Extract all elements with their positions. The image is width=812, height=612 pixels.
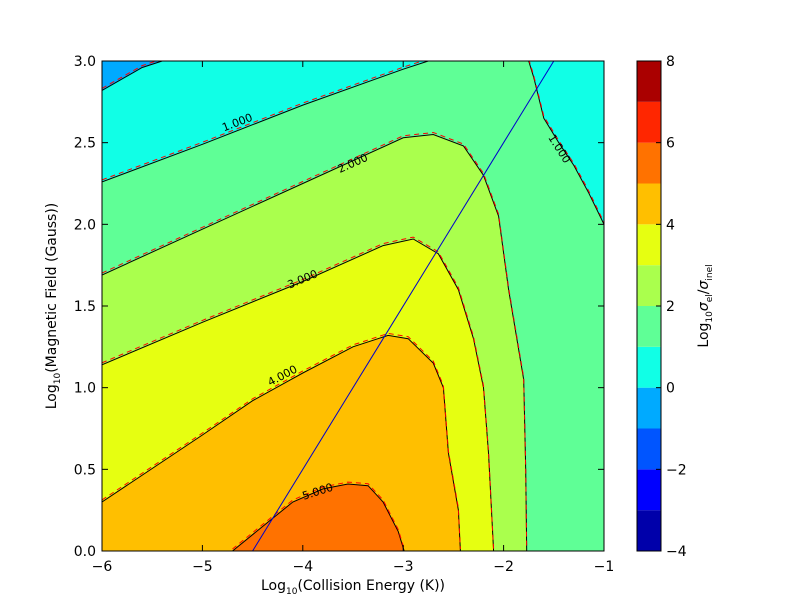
colorbar-band: [637, 387, 661, 429]
diagonal-line-group: [252, 61, 555, 551]
contour-region-level-5-6: [232, 484, 405, 551]
colorbar-tick-label: 2: [666, 299, 675, 315]
colorbar-band: [637, 306, 661, 347]
filled-contour-regions: [102, 61, 604, 551]
diagonal-line: [252, 61, 555, 551]
contour-line-2: [102, 133, 528, 551]
y-axis-label: Log10(Magnetic Field (Gauss)): [44, 203, 63, 410]
y-tick-label: 0.0: [74, 544, 96, 560]
contour-dashed-line-5: [232, 481, 405, 550]
x-axis-label: Log10(Collision Energy (K)): [261, 578, 445, 597]
colorbar-band: [637, 142, 661, 184]
colorbar-band: [637, 101, 661, 143]
colorbar-tick-label: −2: [666, 462, 687, 478]
colorbar-band: [637, 428, 661, 470]
colorbar-tick-label: 8: [666, 54, 675, 70]
colorbar-bands: [637, 61, 661, 551]
contour-dashed-line-1: [528, 61, 604, 223]
contour-dashed-line-3: [102, 236, 495, 550]
y-tick-label: 2.5: [74, 136, 96, 152]
contour-line-6: [102, 61, 163, 91]
colorbar-band: [637, 61, 661, 102]
y-axis-ticks: 0.0 0.5 1.0 1.5 2.0 2.5 3.0: [74, 54, 604, 560]
colorbar-tick-label: 0: [666, 381, 675, 397]
contour-line-0: [102, 61, 429, 183]
y-tick-label: 3.0: [74, 54, 96, 70]
y-tick-label: 1.5: [74, 299, 96, 315]
contour-dashed-line-4: [102, 332, 461, 550]
colorbar-tick-label: −4: [666, 544, 687, 560]
x-tick-label: −2: [493, 559, 514, 575]
colorbar-band: [637, 183, 661, 225]
contour-line-4: [102, 334, 461, 551]
y-tick-label: 1.0: [74, 381, 96, 397]
colorbar-band: [637, 469, 661, 511]
x-tick-label: −3: [393, 559, 414, 575]
colorbar-label: Log10σel/σinel: [696, 264, 715, 347]
colorbar-band: [637, 265, 661, 306]
colorbar-band: [637, 510, 661, 551]
contour-region-level-neg1-0: [102, 61, 163, 91]
colorbar-ticks: −4 −2 0 2 4 6 8: [656, 54, 687, 560]
x-tick-label: −4: [292, 559, 313, 575]
colorbar-band: [637, 346, 661, 388]
colorbar-tick-label: 6: [666, 136, 675, 152]
x-tick-label: −5: [192, 559, 213, 575]
colorbar-tick-label: 4: [666, 217, 675, 233]
colorbar: −4 −2 0 2 4 6 8: [636, 54, 687, 560]
x-tick-label: −6: [92, 559, 113, 575]
colorbar-band: [637, 224, 661, 266]
contour-dashed-line-2: [102, 131, 528, 550]
contour-dashed-line-6: [102, 61, 158, 89]
y-tick-label: 2.0: [74, 217, 96, 233]
contour-lines: [102, 61, 604, 551]
x-tick-label: −1: [594, 559, 615, 575]
y-tick-label: 0.5: [74, 462, 96, 478]
x-axis-ticks: −6 −5 −4 −3 −2 −1: [92, 61, 615, 575]
